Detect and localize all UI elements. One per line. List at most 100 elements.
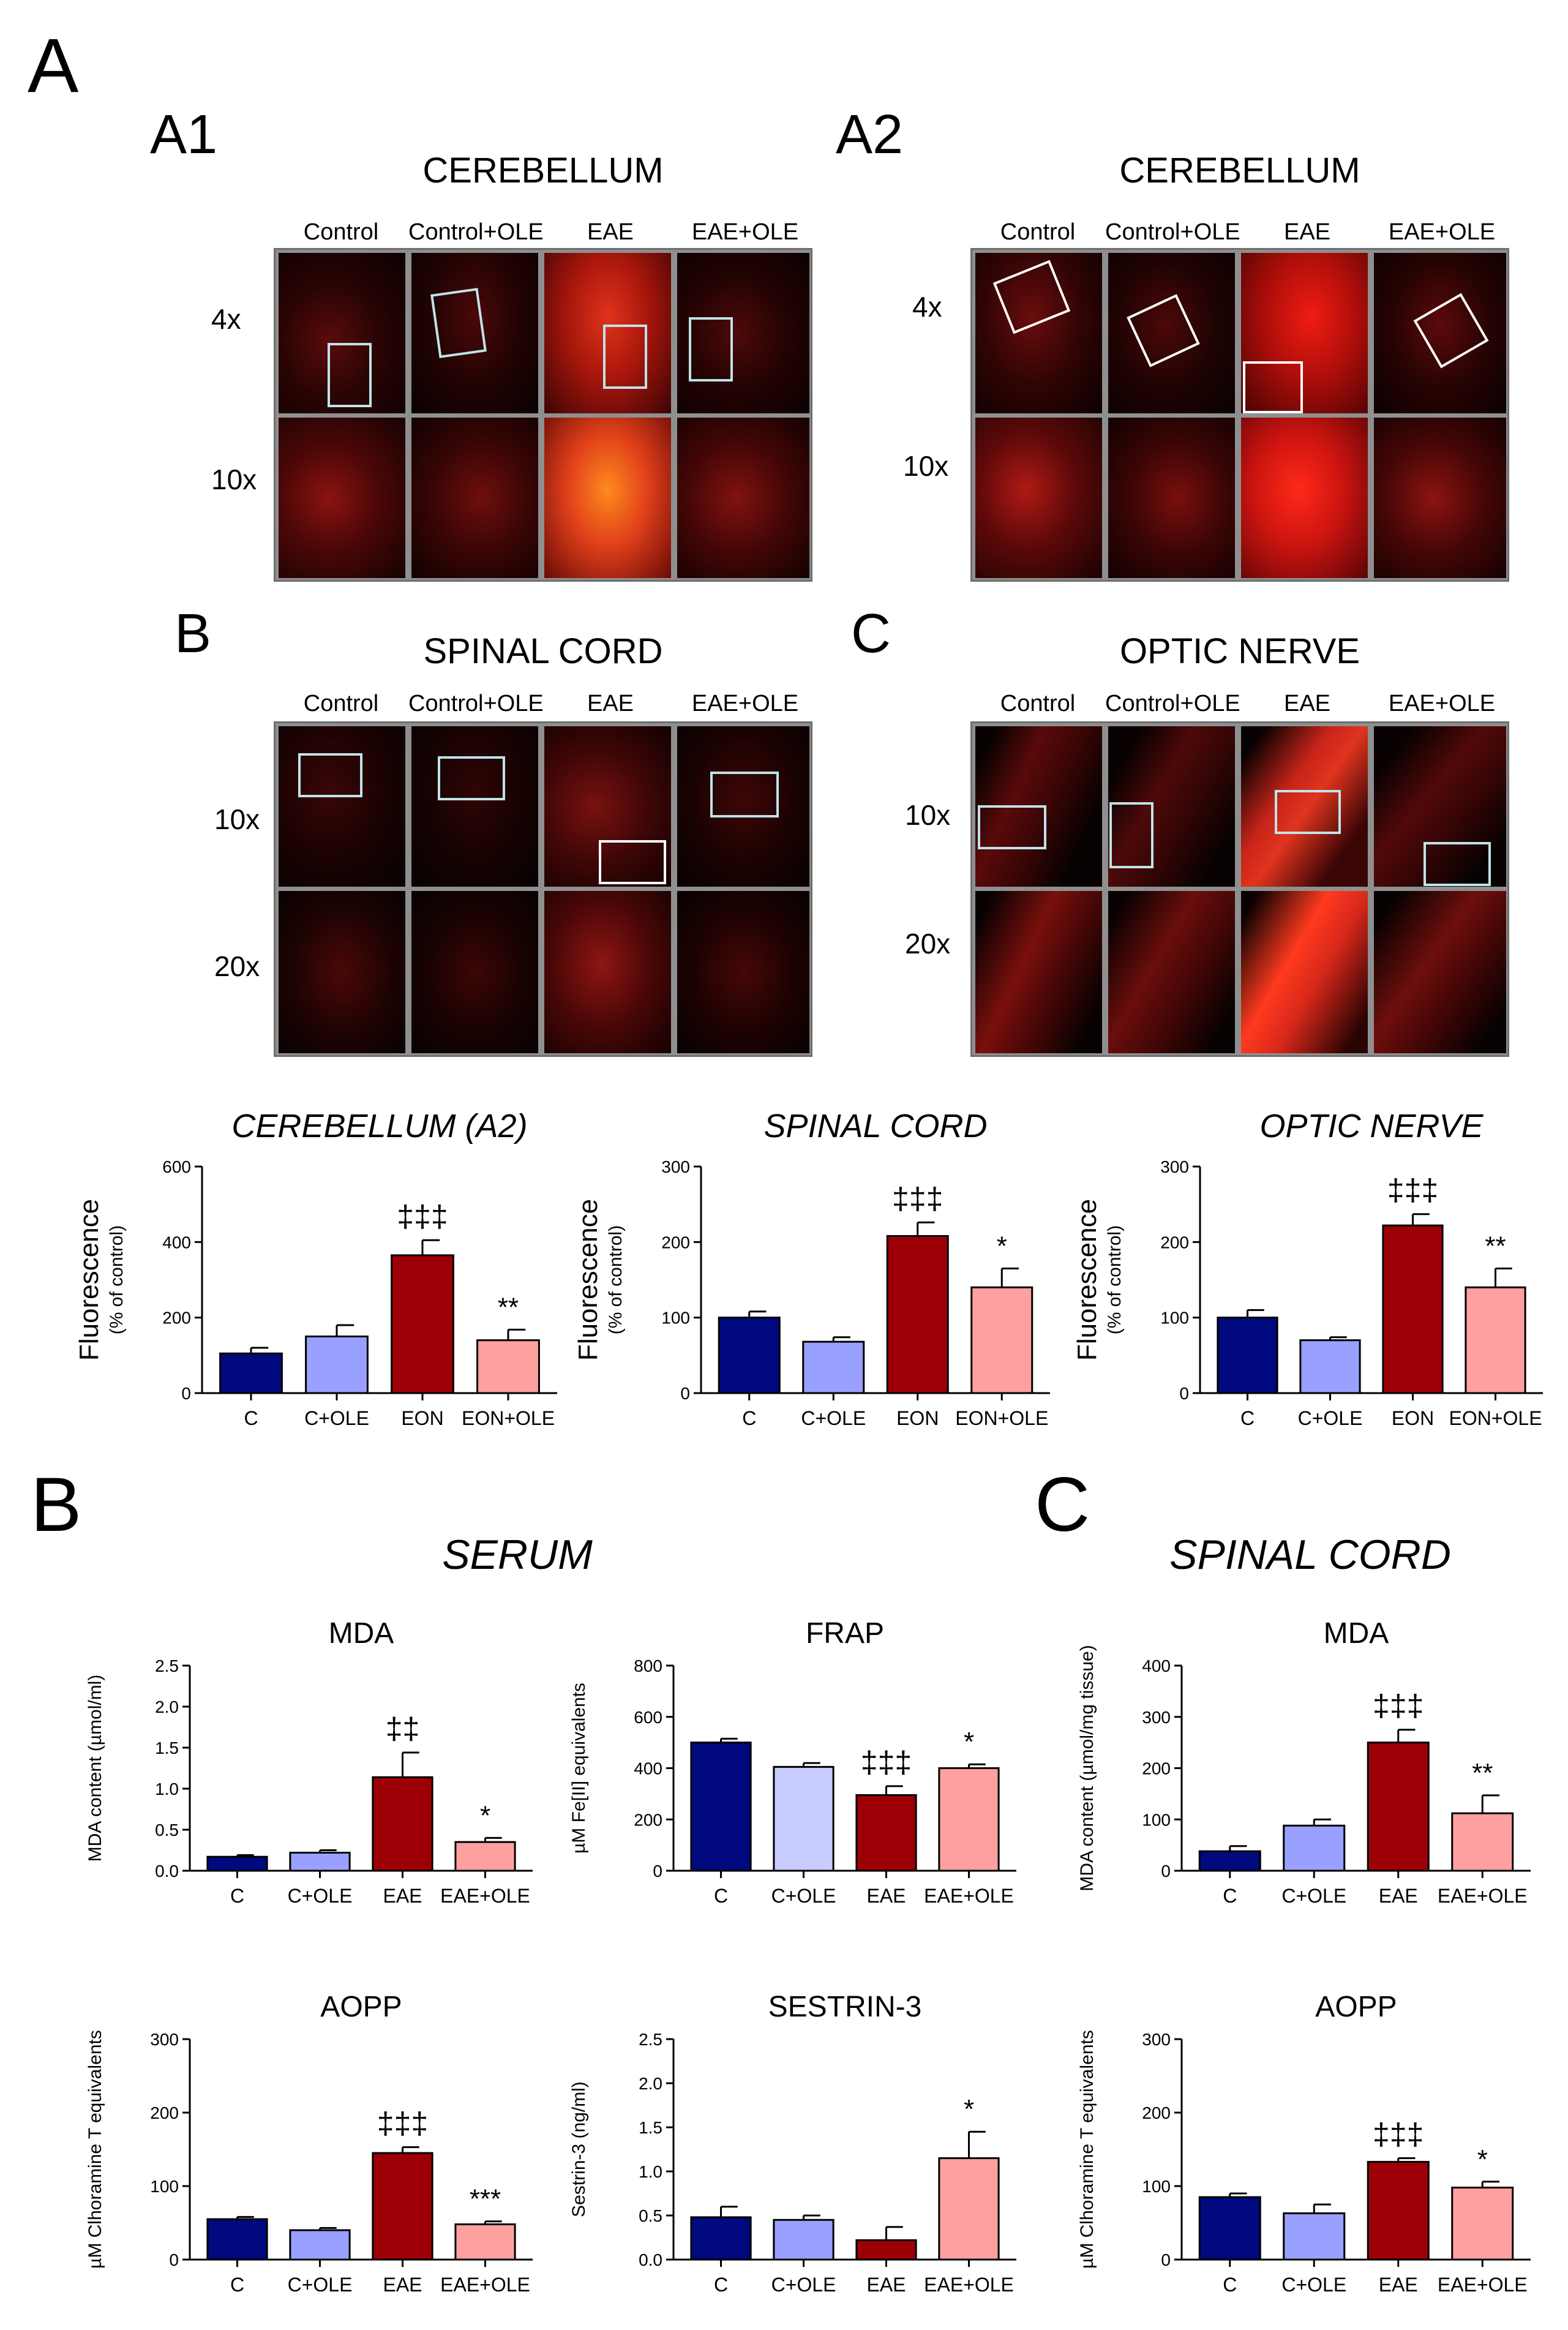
y-axis-label: µM Clhoramine T equivalents	[85, 2030, 105, 2269]
x-tick-label: EAE+OLE	[924, 2274, 1014, 2296]
y-tick-label: 1.5	[155, 1738, 179, 1757]
y-axis-label: MDA content (µmol/ml)	[85, 1675, 105, 1862]
y-tick-label: 300	[1142, 2030, 1171, 2049]
significance-marker: **	[1485, 1231, 1506, 1261]
micro-b-roi-control-ole	[438, 756, 505, 800]
micro-c-col-eae-ole: EAE+OLE	[1388, 691, 1496, 716]
x-tick-label: EAE	[1379, 1885, 1418, 1907]
y-tick-label: 800	[634, 1656, 662, 1675]
y-tick-label: 1.0	[155, 1779, 179, 1798]
y-tick-label: 0	[680, 1384, 690, 1403]
bar-eon	[391, 1254, 454, 1394]
bar-c	[690, 2216, 752, 2261]
y-tick-label: 0	[169, 2250, 179, 2269]
bar-eae	[855, 1794, 917, 1872]
micro-c-roi-control	[978, 805, 1046, 849]
bar-c-plus-ole	[1283, 2212, 1346, 2261]
x-tick-label: C	[244, 1407, 258, 1429]
section-serum-title: SERUM	[442, 1531, 593, 1578]
micro-c-title: OPTIC NERVE	[1119, 631, 1360, 671]
significance-marker: **	[1472, 1758, 1493, 1788]
significance-marker: ‡‡‡	[861, 1745, 912, 1779]
y-tick-label: 600	[162, 1157, 191, 1176]
x-tick-label: EON	[1392, 1407, 1434, 1429]
micro-a1-tile-eae-10x	[544, 418, 671, 578]
bar-c	[206, 2218, 268, 2261]
significance-marker: **	[498, 1292, 519, 1322]
micro-a2-tile-eae-4x	[1241, 253, 1368, 413]
y-axis-label-sub: (% of control)	[606, 1225, 626, 1334]
micro-a2-grid	[970, 248, 1509, 582]
x-tick-label: EON	[401, 1407, 443, 1429]
x-tick-label: C	[230, 1885, 244, 1907]
micro-b-col-control: Control	[303, 691, 379, 716]
significance-marker: ‡‡‡	[397, 1199, 448, 1233]
micro-b-tile-control-10x	[279, 726, 405, 887]
y-axis-label: Fluorescence	[1072, 1199, 1102, 1361]
y-tick-label: 0.5	[155, 1821, 179, 1840]
y-tick-label: 2.0	[155, 1697, 179, 1716]
micro-c-roi-eae	[1275, 790, 1341, 834]
micro-a1-tile-eae-ole-10x	[677, 418, 809, 578]
y-tick-label: 100	[661, 1309, 690, 1328]
micro-c-tile-eae-10x	[1241, 726, 1368, 887]
chart-serum-sestrin-3: SESTRIN-3 Sestrin-3 (ng/ml) 0.0 0.5 1.0 1.5 2.…	[569, 1991, 1016, 2296]
x-tick-label: C	[1223, 1885, 1237, 1907]
micro-b-col-control-ole: Control+OLE	[408, 691, 544, 716]
micro-b-col-eae: EAE	[587, 691, 634, 716]
significance-marker: ‡‡	[386, 1712, 420, 1746]
micro-c-tile-control-20x	[975, 891, 1102, 1053]
micro-a2-tile-control-ole-4x	[1108, 253, 1235, 413]
x-tick-label: C	[230, 2274, 244, 2296]
micro-a2-col-control-ole: Control+OLE	[1105, 219, 1240, 245]
chart-spinal-cord-mda: MDA MDA content (µmol/mg tissue) 0 100 200 30…	[1077, 1617, 1531, 1907]
micro-c-tile-eae-ole-20x	[1374, 891, 1506, 1053]
micro-a1-row-10x: 10x	[211, 464, 257, 495]
micro-b-col-eae-ole: EAE+OLE	[691, 691, 799, 716]
micro-a1-tile-control-10x	[279, 418, 405, 578]
micro-c-col-control-ole: Control+OLE	[1105, 691, 1240, 716]
y-tick-label: 0.0	[155, 1862, 179, 1881]
x-tick-label: C	[714, 2274, 728, 2296]
significance-marker: ***	[470, 2184, 501, 2214]
chart-title: AOPP	[320, 1991, 402, 2023]
micro-b-tile-control-ole-10x	[411, 726, 538, 887]
significance-marker: *	[964, 2094, 974, 2124]
y-tick-label: 100	[1160, 1309, 1189, 1328]
x-tick-label: C+OLE	[304, 1407, 369, 1429]
bar-c-plus-ole	[289, 1852, 351, 1872]
y-tick-label: 300	[661, 1157, 690, 1176]
chart-title: MDA	[329, 1617, 394, 1650]
bar-c-plus-ole	[802, 1340, 865, 1394]
y-tick-label: 100	[150, 2177, 179, 2196]
micro-a1-tile-eae-ole-4x	[677, 253, 809, 413]
y-tick-label: 0	[1179, 1384, 1189, 1403]
x-tick-label: EAE	[866, 2274, 906, 2296]
micro-c-tile-eae-20x	[1241, 891, 1368, 1053]
y-tick-label: 2.5	[155, 1656, 179, 1675]
bar-eon-plus-ole	[476, 1339, 540, 1394]
y-tick-label: 600	[634, 1708, 662, 1727]
micro-a1-roi-control	[328, 343, 372, 407]
y-tick-label: 300	[150, 2030, 179, 2049]
bar-c-plus-ole	[773, 1765, 835, 1872]
panel-label-c: C	[1035, 1462, 1090, 1547]
chart-fluorescence-spinal-cord: SPINAL CORD Fluorescence (% of control) 0 10…	[573, 1108, 1050, 1429]
micro-a2-col-eae-ole: EAE+OLE	[1388, 219, 1496, 245]
x-tick-label: C	[714, 1885, 728, 1907]
micro-a1-tile-control-4x	[279, 253, 405, 413]
micro-a2-col-control: Control	[1000, 219, 1076, 245]
bar-eon	[886, 1235, 949, 1394]
significance-marker: *	[964, 1727, 974, 1757]
micro-c-tile-eae-ole-10x	[1374, 726, 1506, 887]
x-tick-label: C+OLE	[1281, 2274, 1346, 2296]
bar-eae-plus-ole	[1451, 1812, 1514, 1872]
chart-title: MDA	[1324, 1617, 1389, 1650]
x-tick-label: EON	[896, 1407, 939, 1429]
y-tick-label: 200	[162, 1309, 191, 1328]
bar-eon	[1382, 1224, 1444, 1394]
y-axis-label: µM Clhoramine T equivalents	[1077, 2030, 1097, 2269]
y-tick-label: 300	[1160, 1157, 1189, 1176]
x-tick-label: C	[1240, 1407, 1255, 1429]
micro-c-col-eae: EAE	[1283, 691, 1331, 716]
